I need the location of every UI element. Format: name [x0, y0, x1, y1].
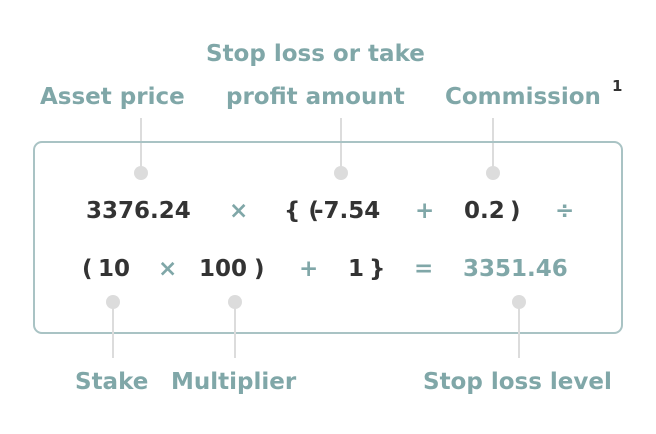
multiplier-label: Multiplier: [171, 369, 297, 395]
asset-price-value: 3376.24: [86, 198, 191, 224]
plus-operator: +: [415, 198, 435, 224]
stop-loss-amount-connector: [340, 118, 342, 170]
asset-price-connector-dot: [134, 166, 148, 180]
stop-loss-level-value: 3351.46: [463, 256, 568, 282]
stake-value: 10: [98, 256, 131, 282]
stop-loss-amount-label-line1: Stop loss or take: [206, 41, 425, 67]
stop-loss-amount-value: -7.54: [314, 198, 381, 224]
multiplier-value: 100: [199, 256, 248, 282]
formula-box: [33, 141, 623, 334]
close-paren: ): [254, 256, 265, 282]
divide-operator: ÷: [555, 198, 575, 224]
times-operator: ×: [158, 256, 178, 282]
close-brace: }: [369, 256, 386, 282]
open-paren: (: [82, 256, 93, 282]
close-paren: ): [510, 198, 521, 224]
stake-connector: [112, 302, 114, 358]
asset-price-label: Asset price: [40, 84, 185, 110]
commission-footnote-marker: 1: [612, 77, 623, 95]
stop-loss-amount-label-line2: profit amount: [226, 84, 405, 110]
commission-label: Commission: [445, 84, 601, 110]
plus-operator: +: [299, 256, 319, 282]
commission-connector-dot: [486, 166, 500, 180]
equals-operator: =: [414, 256, 434, 282]
stake-label: Stake: [75, 369, 149, 395]
open-braces: { (: [284, 198, 319, 224]
stop-loss-amount-connector-dot: [334, 166, 348, 180]
times-operator: ×: [229, 198, 249, 224]
commission-connector: [492, 118, 494, 170]
stop-loss-level-label: Stop loss level: [423, 369, 612, 395]
commission-value: 0.2: [464, 198, 505, 224]
multiplier-connector: [234, 302, 236, 358]
one-value: 1: [348, 256, 365, 282]
asset-price-connector: [140, 118, 142, 170]
stop-loss-level-connector: [518, 302, 520, 358]
